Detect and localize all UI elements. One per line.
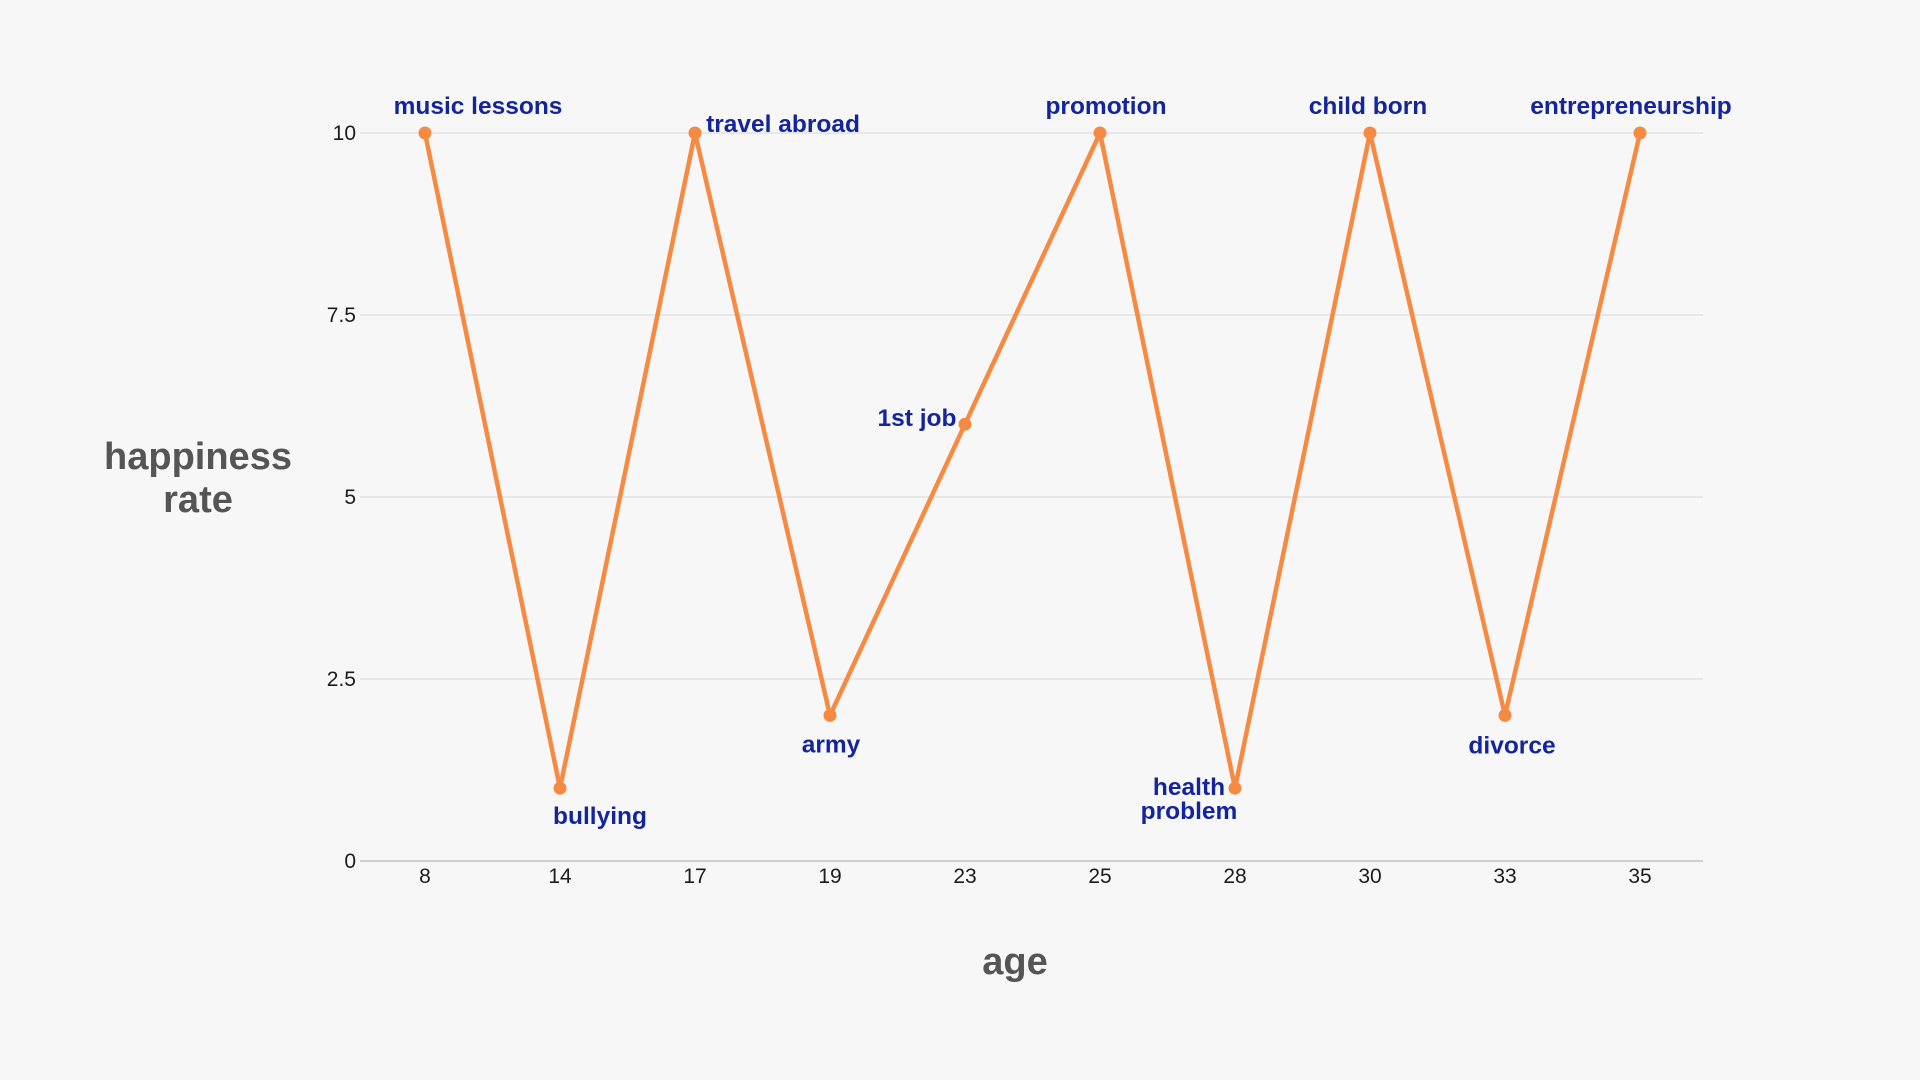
y-tick-label-0: 0	[344, 850, 356, 873]
event-label-bullying: bullying	[553, 803, 647, 830]
x-tick-label-33: 33	[1493, 865, 1516, 888]
x-axis-title: age	[982, 941, 1048, 983]
x-tick-label-23: 23	[953, 865, 976, 888]
x-tick-label-25: 25	[1088, 865, 1111, 888]
event-label-child-born: child born	[1309, 93, 1427, 120]
event-label-1st-job: 1st job	[878, 405, 957, 432]
event-label-divorce: divorce	[1468, 732, 1555, 759]
y-tick-label-10: 10	[333, 122, 356, 145]
x-tick-label-14: 14	[548, 865, 572, 888]
x-tick-label-8: 8	[419, 865, 431, 888]
data-point-age-23	[958, 417, 972, 431]
y-tick-label-2-5: 2.5	[327, 668, 356, 691]
data-point-age-8	[418, 126, 432, 140]
data-point-age-19	[823, 708, 837, 722]
data-point-age-35	[1633, 126, 1647, 140]
event-label-music-lessons: music lessons	[394, 93, 563, 120]
data-point-age-14	[553, 781, 567, 795]
data-point-age-28	[1228, 781, 1242, 795]
data-point-age-33	[1498, 708, 1512, 722]
data-point-age-30	[1363, 126, 1377, 140]
x-tick-label-30: 30	[1358, 865, 1381, 888]
data-point-age-25	[1093, 126, 1107, 140]
data-point-age-17	[688, 126, 702, 140]
y-tick-label-7-5: 7.5	[327, 304, 356, 327]
event-label-entrepreneurship: entrepreneurship	[1530, 93, 1732, 120]
event-label-army: army	[802, 731, 861, 758]
x-tick-label-19: 19	[818, 865, 841, 888]
x-tick-label-35: 35	[1628, 865, 1651, 888]
x-tick-label-17: 17	[683, 865, 706, 888]
x-tick-label-28: 28	[1223, 865, 1246, 888]
event-label-promotion: promotion	[1045, 93, 1166, 120]
event-label-health-problem: health problem	[1141, 774, 1238, 825]
y-tick-label-5: 5	[344, 486, 356, 509]
event-label-travel-abroad: travel abroad	[706, 111, 860, 138]
y-axis-title: happiness rate	[104, 436, 292, 521]
happiness-line	[422, 130, 1643, 791]
